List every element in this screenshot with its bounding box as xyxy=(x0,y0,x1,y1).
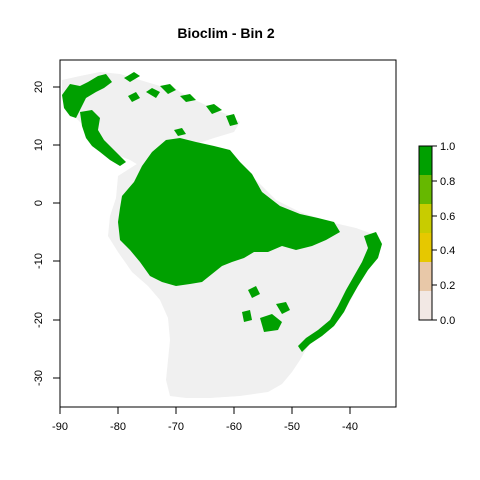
x-tick-label: -40 xyxy=(342,421,358,433)
legend-swatch xyxy=(419,204,432,233)
x-tick-label: -60 xyxy=(226,421,242,433)
y-tick-label: 0 xyxy=(33,200,45,206)
legend-tick-label: 0.2 xyxy=(440,280,455,292)
legend-swatch xyxy=(419,262,432,291)
legend-swatch xyxy=(419,233,432,262)
y-tick-label: -10 xyxy=(33,253,45,269)
plot-title: Bioclim - Bin 2 xyxy=(177,25,274,41)
legend-colorbar: 1.0 0.8 0.6 0.4 0.2 0.0 xyxy=(418,141,455,327)
x-tick-label: -50 xyxy=(284,421,300,433)
y-tick-label: 10 xyxy=(33,139,45,151)
legend-swatch xyxy=(419,146,432,175)
y-tick-label: -30 xyxy=(33,370,45,386)
x-axis: -90 -80 -70 -60 -50 -40 xyxy=(52,406,358,433)
legend-frame xyxy=(418,145,433,321)
legend-swatch xyxy=(419,291,432,320)
x-tick-label: -90 xyxy=(52,421,68,433)
legend-swatch xyxy=(419,175,432,204)
legend-tick-label: 0.6 xyxy=(440,211,455,223)
y-axis: 20 10 0 -10 -20 -30 xyxy=(33,81,61,386)
y-tick-label: 20 xyxy=(33,81,45,93)
legend-tick-label: 1.0 xyxy=(440,141,455,153)
legend-tick-label: 0.8 xyxy=(440,176,455,188)
suitable-habitat-layer xyxy=(62,72,382,352)
x-tick-label: -70 xyxy=(168,421,184,433)
legend-tick-label: 0.4 xyxy=(440,245,455,257)
x-tick-label: -80 xyxy=(110,421,126,433)
y-tick-label: -20 xyxy=(33,312,45,328)
legend-tick-label: 0.0 xyxy=(440,315,455,327)
